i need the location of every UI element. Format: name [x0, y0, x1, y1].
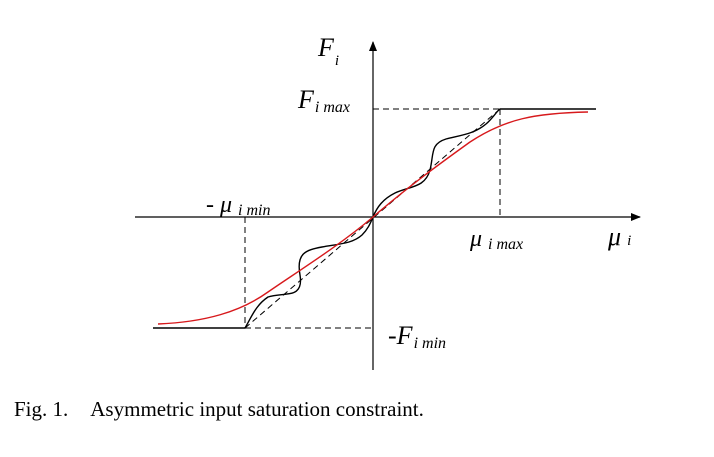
- guide-lines: [244, 108, 501, 329]
- caption-label: Fig. 1.: [14, 397, 69, 421]
- y-axis-label: Fi: [317, 33, 339, 69]
- smooth-approximation-curve: [157, 111, 589, 325]
- caption-text: Asymmetric input saturation constraint.: [90, 397, 424, 421]
- f-min-label: -Fi min: [388, 321, 446, 352]
- figure-caption: Fig. 1. Asymmetric input saturation const…: [14, 397, 424, 422]
- saturation-curve: [153, 108, 596, 329]
- linear-reference-line: [244, 108, 501, 329]
- f-max-label: Fi max: [297, 85, 350, 116]
